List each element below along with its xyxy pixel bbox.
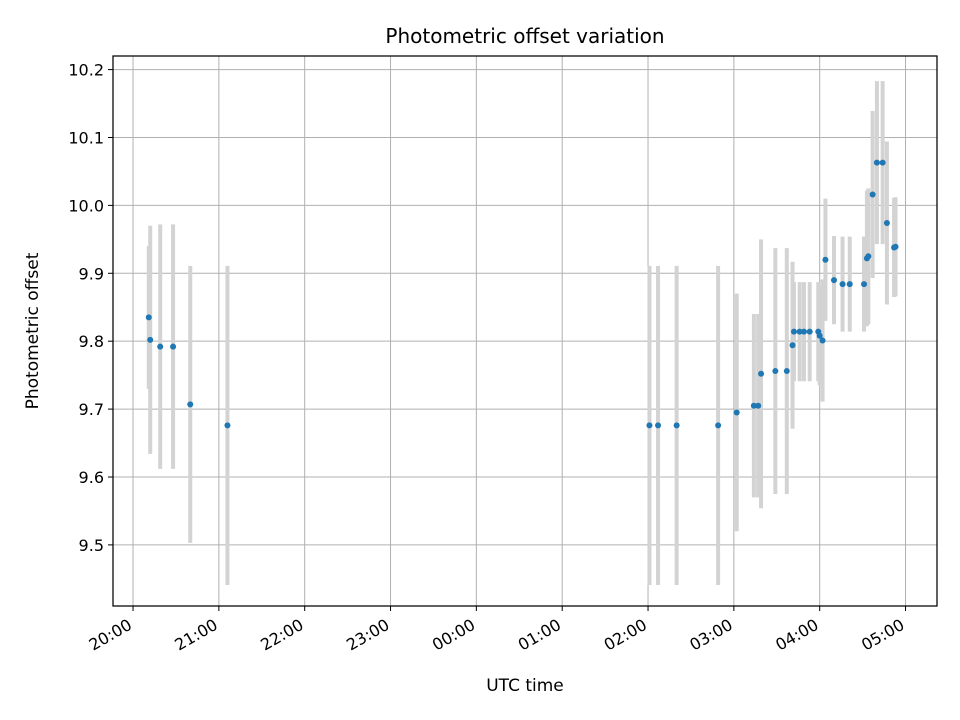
data-point bbox=[224, 422, 231, 429]
data-point bbox=[879, 159, 886, 166]
data-point bbox=[750, 402, 757, 409]
data-point bbox=[157, 343, 164, 350]
data-point bbox=[819, 337, 826, 344]
y-tick-label: 10.0 bbox=[68, 196, 104, 215]
data-point bbox=[869, 191, 876, 198]
data-points bbox=[145, 159, 899, 429]
data-point bbox=[861, 281, 868, 288]
data-point bbox=[187, 401, 194, 408]
data-point bbox=[796, 328, 803, 335]
data-point bbox=[800, 328, 807, 335]
data-point bbox=[789, 342, 796, 349]
y-tick-label: 10.1 bbox=[68, 128, 104, 147]
data-point bbox=[846, 281, 853, 288]
data-point bbox=[170, 343, 177, 350]
plot-frame bbox=[112, 55, 938, 607]
y-axis-ticks: 9.5 9.6 9.7 9.8 9.9 10.0 10.1 10.2 bbox=[68, 61, 113, 555]
data-point bbox=[145, 314, 152, 321]
y-tick-label: 10.2 bbox=[68, 61, 104, 80]
data-point bbox=[783, 368, 790, 375]
data-point bbox=[873, 159, 880, 166]
data-point bbox=[147, 336, 154, 343]
y-axis-label: Photometric offset bbox=[23, 252, 43, 409]
y-tick-label: 9.7 bbox=[79, 400, 104, 419]
y-tick-label: 9.9 bbox=[79, 264, 104, 283]
data-point bbox=[790, 328, 797, 335]
x-axis-label: UTC time bbox=[486, 676, 564, 696]
data-point bbox=[758, 370, 765, 377]
data-point bbox=[655, 422, 662, 429]
data-point bbox=[673, 422, 680, 429]
data-point bbox=[806, 328, 813, 335]
data-point bbox=[816, 332, 823, 339]
chart-title: Photometric offset variation bbox=[385, 24, 664, 48]
data-point bbox=[733, 409, 740, 416]
data-point bbox=[883, 220, 890, 227]
data-point bbox=[646, 422, 653, 429]
data-point bbox=[822, 256, 829, 263]
data-point bbox=[755, 402, 762, 409]
y-tick-label: 9.6 bbox=[79, 468, 104, 487]
y-tick-label: 9.5 bbox=[79, 536, 104, 555]
data-point bbox=[715, 422, 722, 429]
y-tick-label: 9.8 bbox=[79, 332, 104, 351]
data-point bbox=[892, 243, 899, 250]
data-point bbox=[831, 277, 837, 284]
data-point bbox=[839, 281, 846, 288]
data-point bbox=[865, 253, 872, 260]
data-point bbox=[772, 368, 779, 375]
